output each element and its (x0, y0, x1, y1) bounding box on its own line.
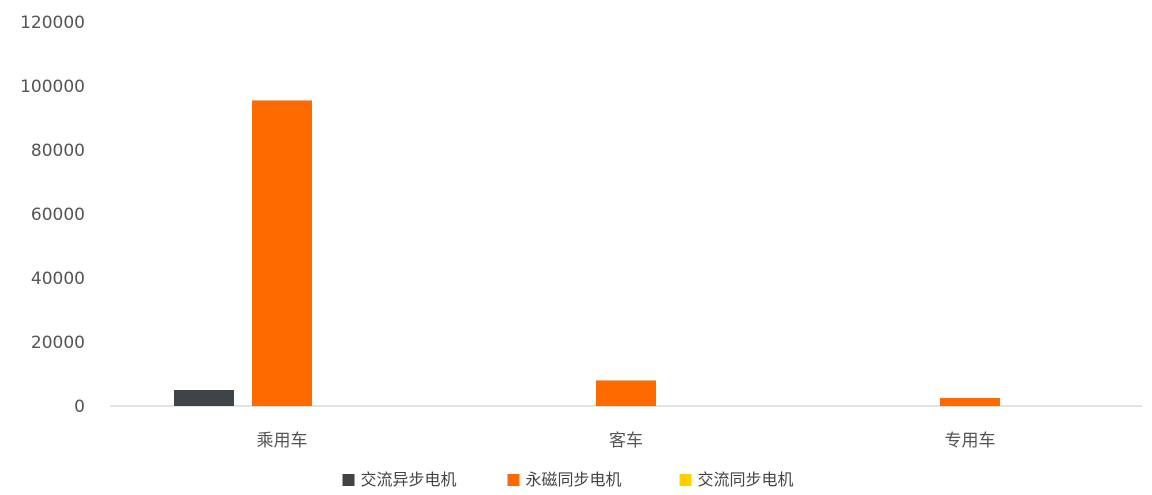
bars (174, 100, 1000, 407)
legend-swatch (342, 474, 355, 486)
legend-label: 永磁同步电机 (526, 470, 622, 489)
x-category-label: 乘用车 (257, 431, 308, 451)
y-tick-label: 20000 (31, 333, 85, 353)
y-tick-label: 120000 (20, 13, 85, 33)
y-axis-labels: 120000 100000 80000 60000 40000 20000 0 (20, 13, 85, 417)
legend-item-2: 永磁同步电机 (507, 470, 622, 489)
x-category-label: 专用车 (945, 431, 996, 451)
bar-2-1 (252, 100, 312, 407)
legend-item-3: 交流同步电机 (679, 470, 794, 489)
x-category-label: 客车 (609, 431, 643, 451)
legend-label: 交流同步电机 (698, 470, 794, 489)
y-tick-label: 0 (74, 397, 85, 417)
y-tick-label: 40000 (31, 269, 85, 289)
legend-item-1: 交流异步电机 (342, 470, 457, 489)
y-tick-label: 100000 (20, 77, 85, 97)
legend-swatch (679, 474, 692, 486)
legend: 交流异步电机 永磁同步电机 交流同步电机 (342, 470, 794, 489)
legend-label: 交流异步电机 (361, 470, 457, 489)
y-tick-label: 60000 (31, 205, 85, 225)
category-labels: 乘用车 客车 专用车 (257, 431, 996, 451)
legend-swatch (507, 474, 520, 486)
y-tick-label: 80000 (31, 141, 85, 161)
bar-2-3 (940, 398, 1000, 406)
bar-1-1 (174, 390, 234, 406)
bar-2-2 (596, 380, 656, 406)
